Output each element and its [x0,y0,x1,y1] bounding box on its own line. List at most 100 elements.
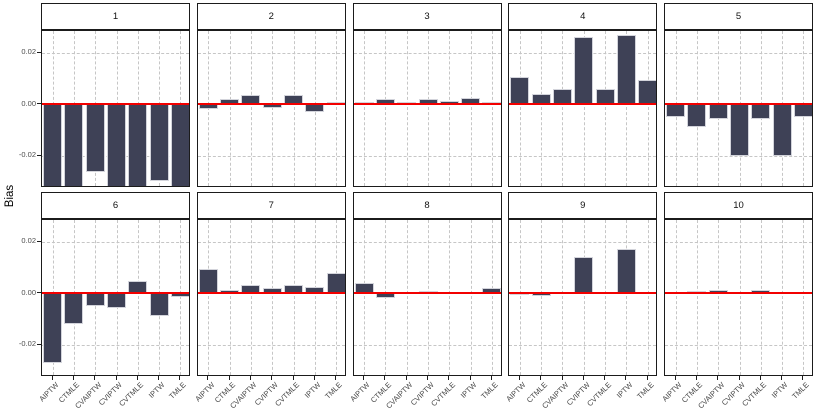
facet-strip-label: 8 [424,199,430,211]
x-tick-mark [250,376,251,380]
facet-panel-3 [352,30,502,187]
bar-CVAIPTW [552,88,572,105]
facet-panel-8 [352,219,502,376]
gridline-vertical [229,31,231,186]
x-tick-mark [136,376,138,380]
gridline-horizontal [509,241,657,243]
gridline-vertical [491,220,493,375]
y-tick-label: -0.02 [18,339,36,349]
bar-CVIPTW [107,104,126,186]
gridline-vertical [449,220,451,375]
gridline-horizontal [353,52,501,54]
bar-CVIPTW [107,293,126,309]
bar-AIPTW [43,293,63,363]
facet-strip-2: 2 [196,3,346,30]
zero-reference-line [509,292,657,295]
x-axis-label-AIPTW: AIPTW [660,380,684,404]
x-axis-label-TMLE: TMLE [323,380,344,401]
bar-CTMLE [64,104,84,186]
bar-IPTW [149,293,169,317]
gridline-horizontal [665,155,812,157]
bar-CVTMLE [595,88,615,105]
bar-CTMLE [64,293,84,324]
y-tick-mark [37,103,41,105]
y-tick-mark [37,292,41,294]
gridline-vertical [541,220,543,375]
gridline-vertical [675,220,677,375]
gridline-horizontal [197,155,345,157]
x-tick-mark [674,376,676,380]
x-axis-label-AIPTW: AIPTW [37,380,61,404]
gridline-horizontal [42,344,189,346]
x-tick-mark [717,376,719,380]
gridline-vertical [647,31,649,186]
facet-panel-1 [41,30,190,187]
gridline-vertical [180,220,182,375]
gridline-vertical [272,31,274,186]
gridline-vertical [760,220,762,375]
gridline-vertical [718,220,720,375]
gridline-vertical [336,220,338,375]
gridline-vertical [782,220,784,375]
facet-panel-7 [196,219,346,376]
gridline-vertical [229,220,231,375]
x-tick-mark [313,376,315,380]
bar-AIPTW [666,104,686,117]
gridline-horizontal [42,52,189,54]
gridline-horizontal [509,155,657,157]
facet-strip-label: 5 [735,10,742,22]
gridline-vertical [449,31,451,186]
gridline-vertical [336,31,338,186]
facet-strip-label: 1 [112,10,119,22]
facet-panel-4 [508,30,658,187]
gridline-vertical [272,220,274,375]
x-tick-mark [427,376,428,380]
x-tick-mark [738,376,740,380]
bar-TMLE [793,104,812,117]
x-axis-label-TMLE: TMLE [634,380,656,401]
y-tick-label: 0.00 [21,287,36,297]
gridline-vertical [647,220,649,375]
x-tick-mark [781,376,783,380]
facet-strip-9: 9 [508,192,658,219]
gridline-horizontal [509,344,657,346]
x-axis-label-AIPTW: AIPTW [504,380,528,404]
gridline-vertical [739,220,741,375]
gridline-vertical [137,220,139,375]
facet-strip-label: 2 [268,10,274,22]
gridline-vertical [470,31,472,186]
gridline-horizontal [353,155,501,157]
x-tick-mark [179,376,181,380]
facet-strip-label: 6 [112,199,119,211]
gridline-vertical [541,31,543,186]
x-tick-mark [625,376,627,380]
bar-AIPTW [43,104,63,186]
facet-strip-6: 6 [41,192,190,219]
facet-strip-7: 7 [196,192,346,219]
bar-CVAIPTW [85,293,105,306]
gridline-horizontal [42,241,189,243]
facet-strip-label: 3 [424,10,430,22]
x-axis-label-AIPTW: AIPTW [192,380,217,404]
facet-strip-10: 10 [664,192,813,219]
zero-reference-line [42,103,189,106]
x-axis-label-TMLE: TMLE [479,380,500,401]
gridline-vertical [519,31,521,186]
x-tick-mark [115,376,117,380]
bar-CVIPTW [730,104,749,156]
y-axis-title: Bias [4,184,16,208]
zero-reference-line [197,103,345,106]
gridline-vertical [364,31,366,186]
gridline-vertical [364,220,366,375]
x-tick-mark [759,376,761,380]
facet-panel-9 [508,219,658,376]
facet-strip-1: 1 [41,3,190,30]
bar-IPTW [772,104,792,156]
gridline-vertical [208,220,210,375]
bar-TMLE [170,104,189,186]
x-axis-label-IPTW: IPTW [147,380,167,400]
y-tick-mark [37,154,41,156]
bar-IPTW [149,104,169,182]
gridline-vertical [583,220,585,375]
